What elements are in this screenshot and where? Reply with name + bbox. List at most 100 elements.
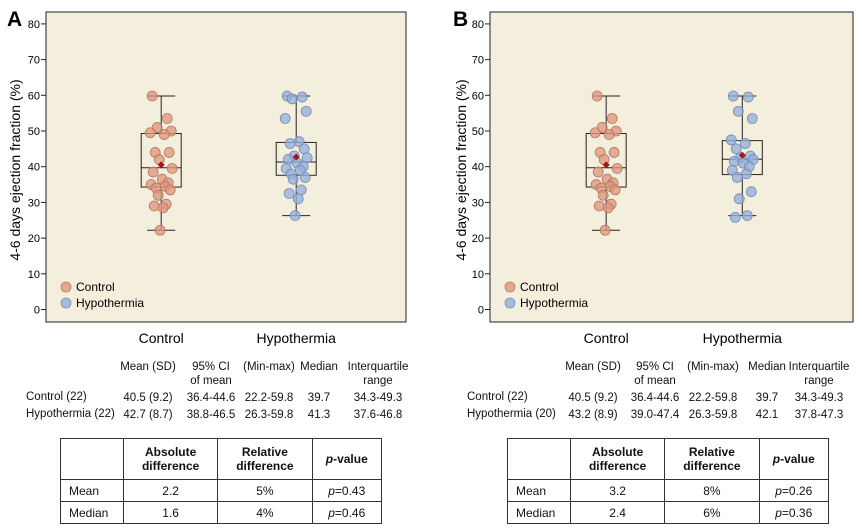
stats-cell: 41.3	[307, 409, 331, 421]
y-tick-label: 0	[478, 305, 484, 317]
data-point	[746, 113, 758, 124]
data-point	[592, 166, 604, 178]
data-point	[146, 90, 158, 102]
data-point	[289, 210, 301, 222]
stats-cell: 38.8-46.5	[186, 409, 236, 421]
stats-col-header: Median	[722, 360, 812, 374]
stats-col-header: 95% CI of mean	[610, 360, 700, 388]
data-point	[166, 163, 178, 174]
stats-col-header-line: Mean (SD)	[565, 361, 621, 373]
mean-marker	[292, 153, 300, 161]
mean-marker	[602, 161, 610, 169]
diff-col-header: Absolute difference	[122, 438, 219, 480]
data-point	[154, 224, 166, 236]
data-point	[157, 202, 169, 214]
data-point	[729, 211, 741, 223]
y-tick-label: 10	[28, 269, 40, 281]
diff-row-label: Median	[60, 501, 124, 524]
diff-row-label: Mean	[507, 479, 571, 502]
data-point	[158, 129, 170, 140]
stats-cell: 36.4-44.6	[630, 392, 680, 404]
legend-label: Control	[520, 280, 559, 294]
diff-cell: 8%	[664, 479, 760, 502]
stats-col-header: (Min-max)	[224, 360, 314, 374]
y-tick-label: 50	[472, 126, 484, 138]
data-point	[728, 155, 740, 167]
y-tick-label: 20	[28, 233, 40, 245]
y-tick-label: 40	[28, 162, 40, 174]
diff-row: Median 2.4 6% p=0.36	[507, 501, 829, 524]
data-point	[732, 105, 744, 117]
data-point	[279, 113, 291, 124]
stats-col-header-line: (Min-max)	[687, 361, 739, 373]
stats-col-header-line: Interquartile	[347, 361, 409, 373]
diff-p-value: p=0.46	[311, 501, 382, 524]
legend-label: Hypothermia	[76, 296, 144, 310]
difference-table: Absolute difference Relative difference p-va…	[507, 438, 829, 524]
y-tick-label: 10	[472, 269, 484, 281]
diff-row: Mean 3.2 8% p=0.26	[507, 479, 829, 502]
stats-col-header-line: Interquartile	[788, 361, 850, 373]
boxplot-chart: B 0 10 20 30 40 50 60 70 80 4-6 days ejection frac…	[453, 8, 854, 346]
stats-cell: 39.0-47.4	[630, 409, 680, 421]
legend-marker	[504, 297, 516, 309]
stats-cell: 37.6-46.8	[353, 409, 403, 421]
diff-row: Mean 2.2 5% p=0.43	[60, 479, 382, 502]
diff-col-header: Absolute difference	[569, 438, 666, 480]
stats-cell: 26.3-59.8	[688, 409, 738, 421]
y-tick-label: 40	[472, 162, 484, 174]
diff-cell: 2.4	[569, 501, 666, 524]
stats-cell: 39.7	[307, 392, 331, 404]
data-point	[295, 184, 307, 196]
stats-col-header: Mean (SD)	[103, 360, 193, 374]
stats-cell: 34.3-49.3	[353, 392, 403, 404]
stats-cell: 42.1	[755, 409, 779, 421]
stats-col-header-line: 95% CI	[636, 361, 674, 373]
stats-col-header-line: of mean	[190, 375, 232, 387]
data-point	[602, 202, 614, 214]
mean-marker	[157, 161, 165, 169]
data-point	[164, 184, 176, 196]
data-point	[161, 113, 173, 124]
y-tick-label: 60	[28, 90, 40, 102]
stats-row-label: Hypothermia (22)	[26, 408, 115, 420]
y-axis-label: 4-6 days ejection fraction (%)	[7, 79, 23, 260]
data-point	[741, 210, 753, 222]
stats-col-header: Median	[274, 360, 364, 374]
data-point	[292, 193, 304, 205]
stats-cell: 39.7	[755, 392, 779, 404]
summary-stats-table: Mean (SD) 95% CI of mean (Min-max) Median Int…	[431, 352, 862, 432]
data-point	[163, 147, 175, 158]
data-point	[152, 189, 164, 201]
data-point	[284, 138, 296, 149]
x-category-label: Control	[584, 330, 629, 346]
data-point	[593, 200, 605, 212]
data-point	[599, 224, 611, 236]
stats-col-header-line: 95% CI	[192, 361, 230, 373]
y-tick-label: 60	[472, 90, 484, 102]
legend-label: Hypothermia	[520, 296, 588, 310]
legend-marker	[504, 281, 516, 293]
stats-cell: 42.7 (8.7)	[123, 409, 173, 421]
data-point	[296, 91, 308, 103]
diff-cell: 2.2	[122, 479, 219, 502]
stats-row-label: Hypothermia (20)	[467, 408, 556, 420]
diff-cell: 1.6	[122, 501, 219, 524]
diff-col-header: p-value	[311, 438, 382, 480]
data-point	[730, 143, 742, 155]
stats-col-header: Interquartile range	[774, 360, 862, 388]
panel-letter: A	[7, 8, 22, 31]
y-tick-label: 80	[28, 19, 40, 31]
data-point	[287, 173, 299, 185]
data-point	[611, 163, 623, 174]
data-point	[597, 189, 609, 201]
stats-col-header-line: Median	[300, 361, 338, 373]
stats-cell: 34.3-49.3	[794, 392, 844, 404]
data-point	[739, 138, 751, 149]
y-tick-label: 80	[472, 19, 484, 31]
diff-p-value: p=0.36	[758, 501, 829, 524]
data-point	[144, 127, 156, 139]
stats-cell: 36.4-44.6	[186, 392, 236, 404]
stats-col-header: Interquartile range	[333, 360, 423, 388]
diff-cell: 3.2	[569, 479, 666, 502]
